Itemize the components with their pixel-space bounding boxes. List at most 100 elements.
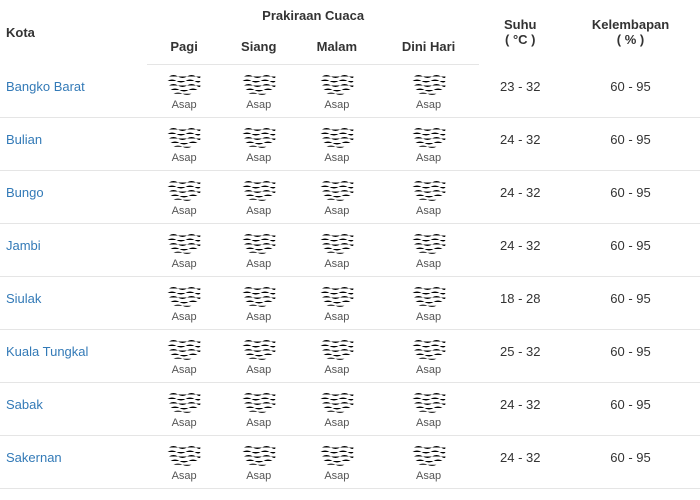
forecast-cell: Asap [147,224,222,277]
humidity-value: 60 - 95 [561,330,700,383]
table-row: Kuala Tungkal Asap Asap Asap Asap 25 - 3260 -… [0,330,700,383]
humidity-value: 60 - 95 [561,436,700,489]
forecast-cell: Asap [147,330,222,383]
header-period-pagi: Pagi [147,31,222,65]
forecast-cell: Asap [378,171,480,224]
forecast-cell: Asap [147,118,222,171]
humidity-value: 60 - 95 [561,277,700,330]
city-link[interactable]: Jambi [0,224,147,277]
city-link[interactable]: Bungo [0,171,147,224]
city-link[interactable]: Sabak [0,383,147,436]
haze-icon [166,124,202,150]
header-period-siang: Siang [221,31,296,65]
temp-value: 24 - 32 [479,224,561,277]
city-link[interactable]: Bangko Barat [0,65,147,118]
haze-icon [411,124,447,150]
weather-label: Asap [324,152,349,164]
forecast-cell: Asap [378,118,480,171]
weather-label: Asap [172,417,197,429]
forecast-cell: Asap [296,436,378,489]
weather-label: Asap [246,364,271,376]
weather-label: Asap [172,364,197,376]
weather-label: Asap [416,311,441,323]
forecast-cell: Asap [378,330,480,383]
weather-label: Asap [416,364,441,376]
weather-label: Asap [246,417,271,429]
header-humidity-unit: ( % ) [617,32,644,47]
temp-value: 24 - 32 [479,383,561,436]
header-period-malam: Malam [296,31,378,65]
weather-label: Asap [172,258,197,270]
humidity-value: 60 - 95 [561,118,700,171]
forecast-cell: Asap [221,65,296,118]
temp-value: 18 - 28 [479,277,561,330]
haze-icon [241,389,277,415]
haze-icon [319,336,355,362]
haze-icon [319,442,355,468]
weather-label: Asap [246,99,271,111]
haze-icon [319,71,355,97]
city-link[interactable]: Siulak [0,277,147,330]
forecast-cell: Asap [378,65,480,118]
forecast-cell: Asap [296,65,378,118]
weather-label: Asap [324,364,349,376]
weather-label: Asap [416,205,441,217]
city-link[interactable]: Bulian [0,118,147,171]
forecast-cell: Asap [221,277,296,330]
weather-label: Asap [324,99,349,111]
forecast-cell: Asap [221,383,296,436]
haze-icon [411,71,447,97]
temp-value: 23 - 32 [479,65,561,118]
weather-label: Asap [246,470,271,482]
weather-label: Asap [324,258,349,270]
weather-label: Asap [246,152,271,164]
forecast-cell: Asap [378,224,480,277]
haze-icon [166,389,202,415]
weather-label: Asap [416,152,441,164]
table-row: Sakernan Asap Asap Asap Asap 24 - 3260 - 95 [0,436,700,489]
forecast-cell: Asap [296,118,378,171]
forecast-cell: Asap [221,171,296,224]
forecast-cell: Asap [147,277,222,330]
weather-label: Asap [172,99,197,111]
haze-icon [319,124,355,150]
weather-label: Asap [324,417,349,429]
weather-label: Asap [246,311,271,323]
weather-forecast-table: Kota Prakiraan Cuaca Suhu ( °C ) Kelemba… [0,0,700,489]
forecast-cell: Asap [221,224,296,277]
weather-label: Asap [246,258,271,270]
temp-value: 25 - 32 [479,330,561,383]
temp-value: 24 - 32 [479,436,561,489]
table-row: BulianAsapAsapAsapAsap24 - 3260 - 95 [0,118,700,171]
weather-label: Asap [172,470,197,482]
table-row: Bangko BaratAsapAsapAsapAsap23 - 3260 - … [0,65,700,118]
haze-icon [411,336,447,362]
weather-label: Asap [416,258,441,270]
weather-label: Asap [416,470,441,482]
weather-label: Asap [324,311,349,323]
header-forecast: Prakiraan Cuaca [147,0,480,31]
city-link[interactable]: Kuala Tungkal [0,330,147,383]
haze-icon [241,336,277,362]
humidity-value: 60 - 95 [561,383,700,436]
forecast-cell: Asap [296,330,378,383]
header-temp-unit: ( °C ) [505,32,535,47]
haze-icon [166,177,202,203]
haze-icon [241,124,277,150]
header-period-dinihari: Dini Hari [378,31,480,65]
haze-icon [166,442,202,468]
haze-icon [319,283,355,309]
weather-label: Asap [246,205,271,217]
haze-icon [411,442,447,468]
forecast-cell: Asap [221,436,296,489]
city-link[interactable]: Sakernan [0,436,147,489]
haze-icon [241,230,277,256]
header-temp-label: Suhu [504,17,537,32]
temp-value: 24 - 32 [479,171,561,224]
forecast-cell: Asap [296,383,378,436]
haze-icon [241,71,277,97]
forecast-cell: Asap [378,436,480,489]
haze-icon [411,230,447,256]
weather-label: Asap [416,417,441,429]
haze-icon [166,283,202,309]
